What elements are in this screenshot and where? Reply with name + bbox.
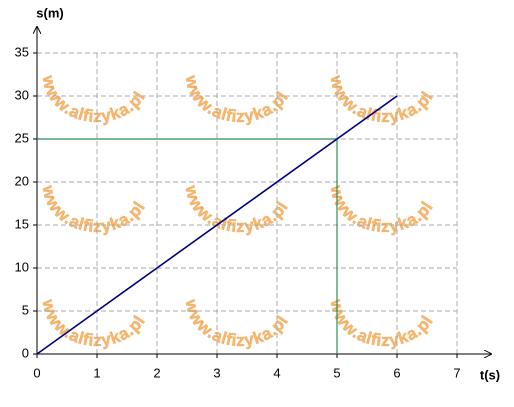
watermark-text: www.alfizyka.pl [181,73,293,127]
x-axis-label: t(s) [480,367,500,382]
watermark: www.alfizyka.pl [326,183,437,236]
y-tick-label: 10 [15,259,29,274]
watermark-text: www.alfizyka.pl [38,73,150,127]
watermark-text: www.alfizyka.pl [326,183,438,237]
y-tick-label: 0 [22,345,29,360]
watermark: www.alfizyka.pl [181,297,292,350]
y-tick-label: 35 [15,44,29,59]
watermark-text: www.alfizyka.pl [326,297,438,351]
x-tick-label: 1 [93,365,100,380]
watermark-text: www.alfizyka.pl [38,297,150,351]
watermark: www.alfizyka.pl [38,73,149,126]
y-tick-label: 20 [15,173,29,188]
y-tick-label: 25 [15,130,29,145]
watermarks: www.alfizyka.pl www.alfizyka.pl www.alfizy… [38,73,438,351]
x-tick-label: 3 [213,365,220,380]
watermark: www.alfizyka.pl [181,183,292,236]
watermark: www.alfizyka.pl [326,73,437,126]
watermark-text: www.alfizyka.pl [181,183,293,237]
x-tick-label: 5 [333,365,340,380]
watermark: www.alfizyka.pl [326,297,437,350]
x-tick-label: 6 [393,365,400,380]
watermark-text: www.alfizyka.pl [326,73,438,127]
y-tick-label: 5 [22,302,29,317]
watermark: www.alfizyka.pl [38,297,149,350]
x-tick-label: 2 [153,365,160,380]
y-axis-label: s(m) [36,5,63,20]
watermark-text: www.alfizyka.pl [181,297,293,351]
watermark-text: www.alfizyka.pl [38,183,150,237]
line-series [36,95,398,355]
y-tick-label: 15 [15,216,29,231]
x-tick-label: 4 [273,365,280,380]
x-tick-label: 0 [33,365,40,380]
x-tick-label: 7 [453,365,460,380]
watermark: www.alfizyka.pl [38,183,149,236]
watermark: www.alfizyka.pl [181,73,292,126]
y-tick-label: 30 [15,87,29,102]
